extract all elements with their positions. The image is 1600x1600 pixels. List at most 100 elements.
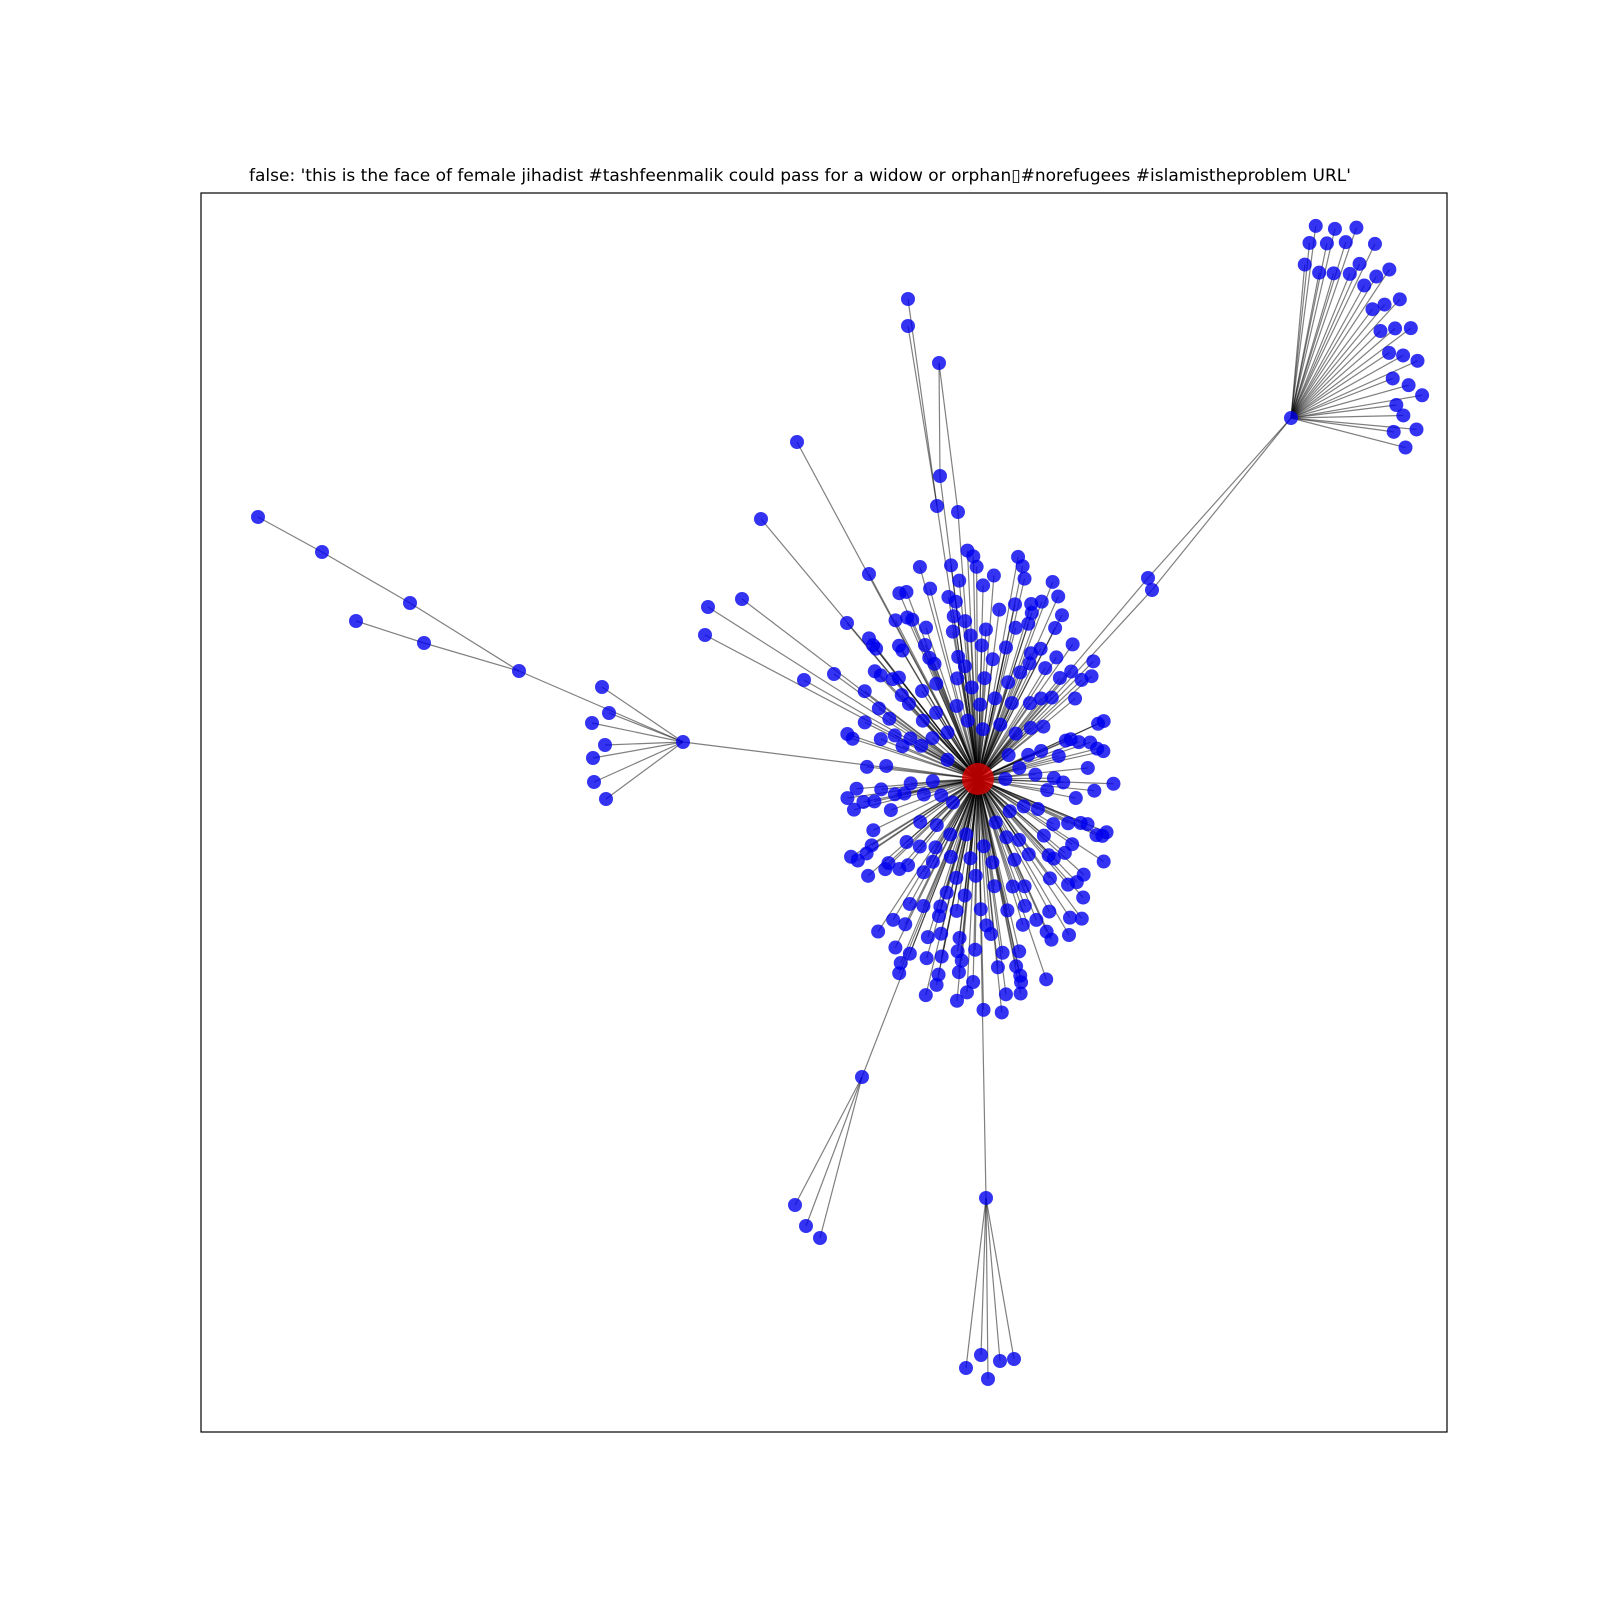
- north-node: [930, 499, 944, 513]
- cluster-node: [1099, 825, 1114, 840]
- ne-leaf-node: [1409, 422, 1424, 437]
- cluster-node: [950, 671, 965, 686]
- cluster-node: [1056, 775, 1071, 790]
- edge-main: [977, 603, 1032, 780]
- edge-ne-leaf: [1290, 308, 1373, 419]
- nw-spoke-node: [797, 673, 811, 687]
- cluster-node: [939, 885, 954, 900]
- ne-leaf-node: [1410, 353, 1425, 368]
- cluster-node: [929, 818, 944, 833]
- ne-leaf-node: [1342, 266, 1357, 281]
- edge-west-chain: [257, 516, 323, 553]
- edge-west-leaf: [601, 686, 684, 743]
- ne-hub-node: [1141, 571, 1155, 585]
- west-leaf-node: [602, 706, 616, 720]
- ne-leaf-node: [1327, 221, 1342, 236]
- cluster-node: [987, 879, 1002, 894]
- cluster-node: [998, 987, 1013, 1002]
- edge-main: [966, 550, 979, 780]
- cluster-node: [1080, 817, 1095, 832]
- cluster-node: [1022, 696, 1037, 711]
- edge-south-leaf: [965, 1197, 987, 1369]
- edge-north-chain: [907, 325, 938, 507]
- cluster-node: [959, 827, 974, 842]
- edge-west-hub: [682, 741, 979, 780]
- cluster-node: [920, 930, 935, 945]
- south-leaf-node: [981, 1372, 995, 1386]
- edge-south-leaf: [985, 1197, 989, 1380]
- cluster-node: [1065, 637, 1080, 652]
- edge-main: [977, 778, 1078, 883]
- edge-ne-leaf: [1290, 327, 1396, 419]
- cluster-node: [951, 649, 966, 664]
- ne-leaf-node: [1385, 371, 1400, 386]
- edge-main: [847, 733, 979, 780]
- cluster-node: [892, 966, 907, 981]
- cluster-node: [840, 727, 855, 742]
- edge-ne-hub: [1151, 417, 1292, 591]
- edge-nw-spoke: [796, 441, 979, 780]
- edge-main: [977, 581, 1054, 780]
- cluster-node: [1040, 783, 1055, 798]
- edge-south-leaf: [980, 1197, 987, 1356]
- edge-ne-relay: [977, 589, 1153, 780]
- cluster-node: [1087, 783, 1102, 798]
- cluster-node: [985, 652, 1000, 667]
- edge-main: [977, 778, 1095, 792]
- cluster-node: [885, 672, 900, 687]
- cluster-node: [1096, 744, 1111, 759]
- sw-hub-node: [855, 1070, 869, 1084]
- cluster-node: [903, 776, 918, 791]
- cluster-node: [925, 854, 940, 869]
- nw-spoke-node: [701, 600, 715, 614]
- edge-west-leaf: [593, 741, 684, 783]
- cluster-node: [925, 774, 940, 789]
- edge-nw-spoke: [707, 606, 979, 780]
- edge-ne-leaf: [1290, 225, 1317, 419]
- north-node: [932, 356, 946, 370]
- edge-ne-leaf: [1290, 327, 1412, 419]
- cluster-node: [1071, 735, 1086, 750]
- ne-leaf-node: [1312, 265, 1327, 280]
- edge-main: [977, 660, 1094, 780]
- cluster-node: [1015, 917, 1030, 932]
- south-leaf-node: [974, 1348, 988, 1362]
- south-hub-node: [979, 1191, 993, 1205]
- west-leaf-node: [599, 792, 613, 806]
- cluster-node: [894, 688, 909, 703]
- cluster-node: [1106, 776, 1121, 791]
- cluster-node: [1001, 675, 1016, 690]
- cluster-node: [946, 609, 961, 624]
- edge-main: [977, 614, 1063, 780]
- cluster-node: [959, 985, 974, 1000]
- edge-main: [977, 778, 1024, 926]
- cluster-node: [892, 586, 907, 601]
- cluster-node: [1080, 760, 1095, 775]
- ne-leaf-node: [1338, 235, 1353, 250]
- edge-ne-leaf: [1290, 269, 1390, 419]
- edge-ne-leaf: [1290, 273, 1351, 419]
- ne-leaf-node: [1302, 235, 1317, 250]
- cluster-node: [862, 631, 877, 646]
- cluster-node: [940, 752, 955, 767]
- cluster-node: [977, 671, 992, 686]
- cluster-node: [1030, 802, 1045, 817]
- cluster-node: [1017, 898, 1032, 913]
- west-leaf-node: [585, 716, 599, 730]
- edge-west-leaf: [591, 722, 684, 743]
- ne-leaf-node: [1308, 218, 1323, 233]
- cluster-node: [916, 899, 931, 914]
- edge-main: [977, 698, 1076, 780]
- edge-west-leaf: [605, 741, 684, 800]
- cluster-node: [867, 794, 882, 809]
- cluster-node: [859, 759, 874, 774]
- edge-sw-hub: [861, 778, 979, 1078]
- edge-main: [977, 778, 1037, 921]
- plot-frame: [200, 192, 1448, 1433]
- cluster-node: [849, 781, 864, 796]
- cluster-node: [1008, 726, 1023, 741]
- north-node: [951, 505, 965, 519]
- edge-main: [977, 778, 1105, 863]
- edge-ne-leaf: [1290, 414, 1404, 419]
- edge-north-chain: [938, 362, 941, 477]
